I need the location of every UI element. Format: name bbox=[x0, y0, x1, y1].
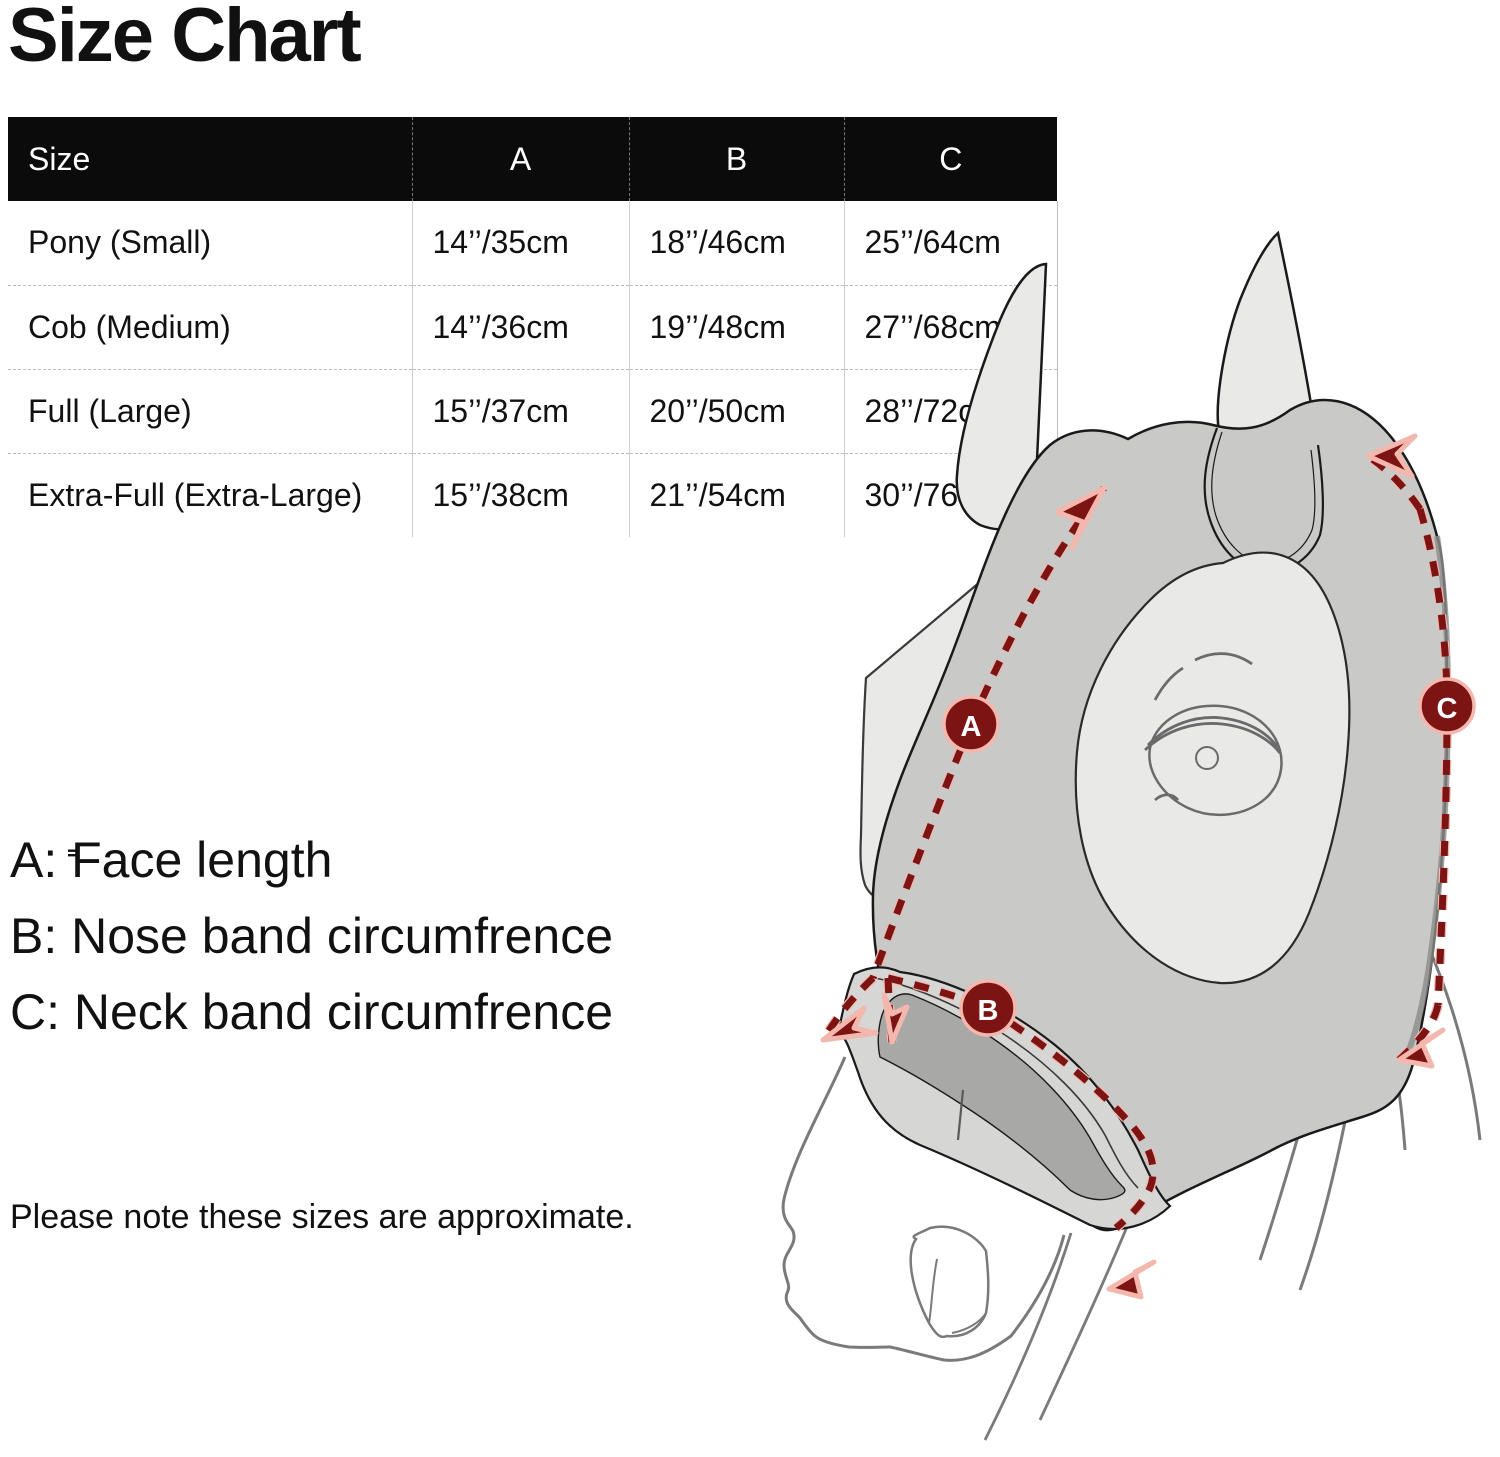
svg-text:B: B bbox=[978, 995, 999, 1027]
svg-text:A: A bbox=[961, 711, 982, 743]
svg-text:C: C bbox=[1437, 693, 1458, 725]
